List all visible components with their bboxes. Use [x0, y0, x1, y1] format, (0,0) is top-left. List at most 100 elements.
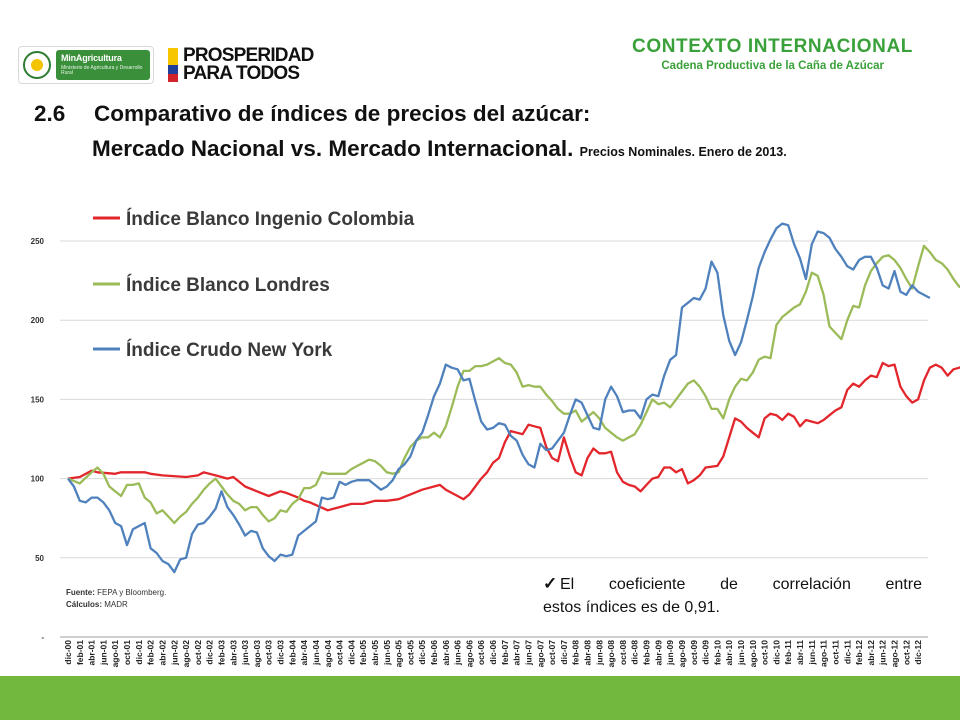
x-tick-label: ago-09: [677, 640, 687, 668]
y-tick-label: 200: [31, 316, 45, 325]
title-note: Precios Nominales. Enero de 2013.: [579, 145, 787, 159]
x-tick-label: oct-07: [547, 640, 557, 665]
x-tick-label: oct-09: [689, 640, 699, 665]
x-tick-label: dic-11: [842, 640, 852, 664]
x-tick-label: feb-09: [642, 640, 652, 665]
series-line-0: [67, 361, 960, 512]
x-tick-label: abr-09: [653, 640, 663, 666]
series-line-2: [67, 222, 931, 574]
x-tick-label: dic-06: [488, 640, 498, 665]
logo-name: MinAgricultura: [61, 53, 122, 63]
x-tick-label: oct-04: [335, 640, 345, 665]
x-tick-label: feb-03: [216, 640, 226, 665]
note-word: entre: [886, 576, 923, 593]
note-word: coeficiente: [609, 576, 686, 593]
x-tick-label: dic-07: [559, 640, 569, 665]
x-tick-label: abr-08: [583, 640, 593, 666]
x-tick-label: oct-06: [476, 640, 486, 665]
series-line-1: [67, 244, 960, 525]
minagricultura-logo: MinAgricultura Ministerio de Agricultura…: [18, 46, 154, 84]
x-tick-label: dic-00: [63, 640, 73, 665]
x-tick-label: ago-06: [464, 640, 474, 668]
context-title: CONTEXTO INTERNACIONAL: [632, 36, 913, 57]
calc-note: Cálculos: MADR: [66, 600, 128, 609]
note-word: de: [720, 576, 738, 593]
x-tick-label: oct-10: [760, 640, 770, 665]
x-tick-label: abr-10: [724, 640, 734, 666]
x-tick-label: oct-05: [405, 640, 415, 665]
x-tick-label: oct-12: [901, 640, 911, 665]
x-tick-label: abr-12: [866, 640, 876, 666]
y-tick-label: 250: [31, 237, 45, 246]
x-tick-label: jun-05: [382, 640, 392, 666]
x-tick-label: dic-12: [913, 640, 923, 665]
x-tick-label: feb-02: [146, 640, 156, 665]
note-word: correlación: [773, 576, 851, 593]
legend-label: Índice Blanco Londres: [126, 274, 330, 296]
x-tick-label: jun-12: [878, 640, 888, 666]
x-tick-label: oct-02: [193, 640, 203, 665]
logo-line-2: PARA TODOS: [183, 63, 300, 84]
x-tick-label: abr-04: [299, 640, 309, 666]
x-tick-label: dic-04: [346, 640, 356, 665]
x-tick-label: dic-09: [701, 640, 711, 665]
x-tick-label: oct-01: [122, 640, 132, 665]
coat-of-arms-icon: [23, 51, 51, 79]
x-tick-label: ago-01: [110, 640, 120, 668]
x-tick-label: feb-06: [429, 640, 439, 665]
x-tick-label: abr-06: [441, 640, 451, 666]
x-tick-label: ago-12: [889, 640, 899, 668]
y-tick-label: 150: [31, 395, 45, 404]
title-text-1: Comparativo de índices de precios del az…: [94, 101, 591, 126]
x-tick-label: dic-10: [771, 640, 781, 665]
x-tick-label: ago-03: [252, 640, 262, 668]
logo-tagline: Ministerio de Agricultura y Desarrollo R…: [61, 65, 143, 76]
x-tick-label: ago-07: [535, 640, 545, 668]
y-tick-label: -: [41, 633, 44, 642]
y-tick-label: 50: [35, 554, 44, 563]
x-tick-label: feb-12: [854, 640, 864, 665]
x-tick-label: ago-10: [748, 640, 758, 668]
slide-title-line-2: Mercado Nacional vs. Mercado Internacion…: [92, 136, 787, 162]
x-tick-label: jun-09: [665, 640, 675, 666]
x-tick-label: feb-11: [783, 640, 793, 665]
x-tick-label: dic-02: [205, 640, 215, 665]
y-tick-label: 100: [31, 475, 45, 484]
x-tick-label: feb-04: [287, 640, 297, 665]
x-tick-label: jun-04: [311, 640, 321, 666]
footer-bar: [0, 676, 960, 720]
x-tick-label: jun-06: [453, 640, 463, 666]
x-tick-label: ago-04: [323, 640, 333, 668]
x-tick-label: ago-05: [394, 640, 404, 668]
colombia-flag-icon: [168, 48, 178, 82]
x-tick-label: oct-11: [830, 640, 840, 665]
x-tick-label: feb-01: [75, 640, 85, 665]
x-tick-label: abr-11: [795, 640, 805, 665]
x-tick-label: abr-02: [157, 640, 167, 666]
x-tick-label: jun-01: [98, 640, 108, 666]
x-tick-label: jun-03: [240, 640, 250, 666]
logo-line-1: PROSPERIDAD: [183, 45, 314, 66]
x-tick-label: abr-01: [87, 640, 97, 666]
x-tick-label: jun-08: [594, 640, 604, 666]
x-tick-label: dic-01: [134, 640, 144, 665]
legend-label: Índice Crudo New York: [126, 339, 333, 361]
x-tick-label: abr-07: [512, 640, 522, 666]
x-tick-label: dic-08: [630, 640, 640, 665]
x-tick-label: ago-02: [181, 640, 191, 668]
x-tick-label: jun-02: [169, 640, 179, 666]
x-tick-label: oct-03: [264, 640, 274, 665]
x-tick-label: abr-03: [228, 640, 238, 666]
prosperidad-logo: PROSPERIDAD PARA TODOS: [168, 46, 318, 84]
section-number: 2.6: [34, 101, 66, 126]
legend-label: Índice Blanco Ingenio Colombia: [126, 208, 415, 230]
x-tick-label: dic-05: [417, 640, 427, 665]
x-tick-label: ago-08: [606, 640, 616, 668]
source-note: Fuente: FEPA y Bloomberg.: [66, 588, 166, 597]
x-tick-label: oct-08: [618, 640, 628, 665]
check-icon: ✓: [543, 574, 557, 593]
x-tick-label: abr-05: [370, 640, 380, 666]
logo-badge: [56, 50, 150, 80]
context-subtitle: Cadena Productiva de la Caña de Azúcar: [661, 60, 884, 72]
